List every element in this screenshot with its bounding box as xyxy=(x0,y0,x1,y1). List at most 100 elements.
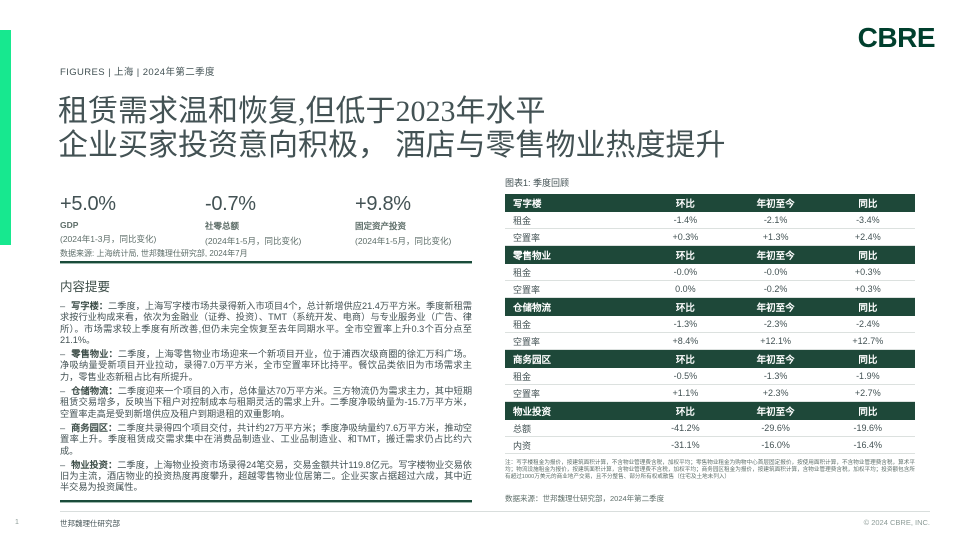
table-cell: -3.4% xyxy=(856,215,880,225)
table-cell: -1.9% xyxy=(856,371,880,381)
table-column-header: 年初至今 xyxy=(756,251,795,262)
table-row: 空置率 +0.3% +1.3% +2.4% xyxy=(505,229,915,246)
figure-note: 注：写字楼租金为报价，按建筑面积计算，不含物业管理费含税，加权平均；零售物业租金… xyxy=(505,460,915,480)
table-section-name: 商务园区 xyxy=(513,355,552,366)
kpi-value: +9.8% xyxy=(355,193,411,215)
table-section-header: 商务园区 环比 年初至今 同比 xyxy=(505,350,915,368)
kpi-source: 数据来源: 上海统计局, 世邦魏理仕研究部, 2024年7月 xyxy=(60,249,248,258)
table-row: 内资 -31.1% -16.0% -16.4% xyxy=(505,437,915,454)
table-row: 租金 -1.4% -2.1% -3.4% xyxy=(505,212,915,229)
content-summary: 内容提要 – 写字楼：二季度，上海写字楼市场共录得新入市项目4个，总计新增供应21… xyxy=(60,276,472,497)
table-section-header: 物业投资 环比 年初至今 同比 xyxy=(505,402,915,420)
table-row: 空置率 0.0% -0.2% +0.3% xyxy=(505,281,915,298)
table-section-name: 仓储物流 xyxy=(513,303,552,314)
summary-bullet: – 零售物业：二季度，上海零售物业市场迎来一个新项目开业，位于浦西次级商圈的徐汇万… xyxy=(60,349,472,383)
summary-heading: 内容提要 xyxy=(60,280,111,294)
divider-bottom xyxy=(60,500,472,502)
kpi-label: 社零总额 xyxy=(205,221,240,231)
table-cell: -16.0% xyxy=(761,440,790,450)
summary-bullet: – 写字楼：二季度，上海写字楼市场共录得新入市项目4个，总计新增供应21.4万平方… xyxy=(60,301,472,346)
summary-bullets: – 写字楼：二季度，上海写字楼市场共录得新入市项目4个，总计新增供应21.4万平方… xyxy=(60,301,472,494)
table-section: 零售物业 环比 年初至今 同比 租金 -0.0% -0.0% +0.3% 空置率 0.0% -0.2… xyxy=(505,246,915,298)
bullet-term: 物业投资： xyxy=(71,459,118,470)
page-number: 1 xyxy=(15,519,19,526)
kpi-row: +5.0% GDP (2024年1-3月，同比变化) -0.7% 社零总额 (2024年1… xyxy=(60,193,472,247)
table-cell: +2.3% xyxy=(762,388,789,398)
table-cell: -0.5% xyxy=(673,371,698,381)
table-column-header: 年初至今 xyxy=(756,199,795,210)
divider-top xyxy=(60,261,472,263)
bullet-text: 二季度迎来一个项目的入市，总体量达70万平方米。三方物流仍为需求主力，其中短期租… xyxy=(60,386,473,419)
table-cell: -2.3% xyxy=(763,319,788,329)
table-cell: -2.1% xyxy=(763,215,788,225)
table-column-header: 环比 xyxy=(675,303,695,314)
table-cell: +8.4% xyxy=(672,336,699,346)
table-column-header: 同比 xyxy=(858,407,878,418)
bullet-text: 二季度，上海写字楼市场共录得新入市项目4个，总计新增供应21.4万平方米。季度新… xyxy=(60,301,472,345)
bullet-text: 二季度，上海零售物业市场迎来一个新项目开业，位于浦西次级商圈的徐汇万科广场。净吸… xyxy=(60,349,472,382)
table-section-header: 仓储物流 环比 年初至今 同比 xyxy=(505,298,915,316)
kpi-value: +5.0% xyxy=(60,193,116,215)
table-cell: -16.4% xyxy=(853,440,883,450)
table-column-header: 环比 xyxy=(675,251,695,262)
figure-caption: 图表1: 季度回顾 xyxy=(505,178,570,188)
table-cell: -0.0% xyxy=(763,267,788,277)
kpi-value: -0.7% xyxy=(205,193,256,215)
table-section-name: 写字楼 xyxy=(513,199,542,210)
footer-copyright: © 2024 CBRE, INC. xyxy=(863,518,930,527)
table-cell: +12.1% xyxy=(760,336,791,346)
table-cell: -0.2% xyxy=(763,284,788,294)
table-cell: -1.3% xyxy=(763,371,788,381)
table-row-label: 租金 xyxy=(513,319,532,330)
table-row-label: 内资 xyxy=(513,440,532,451)
footer-department: 世邦魏理仕研究部 xyxy=(60,519,120,528)
table-column-header: 年初至今 xyxy=(756,303,795,314)
table-cell: -29.6% xyxy=(761,423,790,433)
table-row-label: 租金 xyxy=(513,371,532,382)
bullet-term: 写字楼： xyxy=(71,301,109,311)
table-row: 总额 -41.2% -29.6% -19.6% xyxy=(505,420,915,437)
bullet-term: 商务园区： xyxy=(71,422,118,433)
table-cell: -1.4% xyxy=(673,215,698,225)
kpi-stat: +9.8% 固定资产投资 (2024年1-5月，同比变化) xyxy=(355,193,472,247)
page-title-line2: 企业买家投资意向积极， 酒店与零售物业热度提升 xyxy=(58,129,726,162)
table-cell: -0.0% xyxy=(673,267,698,277)
table-section: 仓储物流 环比 年初至今 同比 租金 -1.3% -2.3% -2.4% 空置率 +8.4% +12… xyxy=(505,298,915,350)
accent-bar xyxy=(0,30,11,245)
table-section: 写字楼 环比 年初至今 同比 租金 -1.4% -2.1% -3.4% 空置率 +0.3% +1.3… xyxy=(505,194,915,246)
bullet-dash: – xyxy=(60,301,66,311)
table-section-header: 零售物业 环比 年初至今 同比 xyxy=(505,246,915,264)
table-cell: -31.1% xyxy=(671,440,700,450)
table-row-label: 空置率 xyxy=(513,388,541,399)
table-row: 租金 -1.3% -2.3% -2.4% xyxy=(505,316,915,333)
table-cell: +0.3% xyxy=(854,284,881,294)
kpi-period: (2024年1-5月，同比变化) xyxy=(205,236,302,246)
cbre-logo: CBRE xyxy=(857,22,936,53)
bullet-term: 仓储物流： xyxy=(71,386,118,397)
table-cell: +1.1% xyxy=(672,388,699,398)
figure-panel: 图表1: 季度回顾 写字楼 环比 年初至今 同比 租金 -1.4% -2.1% -3.4% 空置… xyxy=(505,176,915,504)
report-eyebrow: FIGURES | 上海 | 2024年第二季度 xyxy=(60,67,215,78)
table-column-header: 同比 xyxy=(858,303,878,314)
table-column-header: 环比 xyxy=(675,199,695,210)
table-cell: -41.2% xyxy=(671,423,700,433)
table-row-label: 总额 xyxy=(513,423,532,434)
kpi-stat: +5.0% GDP (2024年1-3月，同比变化) xyxy=(60,193,205,247)
table-section: 物业投资 环比 年初至今 同比 总额 -41.2% -29.6% -19.6% 内资 -31.1%… xyxy=(505,402,915,454)
page-title-line1: 租赁需求温和恢复,但低于2023年水平 xyxy=(58,95,546,128)
table-row-label: 租金 xyxy=(513,215,532,226)
page-title: 租赁需求温和恢复,但低于2023年水平 企业买家投资意向积极， 酒店与零售物业热… xyxy=(58,95,818,163)
table-row-label: 租金 xyxy=(513,267,532,278)
table-row: 空置率 +8.4% +12.1% +12.7% xyxy=(505,333,915,350)
table-section-header: 写字楼 环比 年初至今 同比 xyxy=(505,194,915,212)
bullet-dash: – xyxy=(60,459,66,470)
table-row-label: 空置率 xyxy=(513,284,541,295)
bullet-dash: – xyxy=(60,422,66,433)
bullet-dash: – xyxy=(60,386,66,397)
table-cell: +0.3% xyxy=(672,232,699,242)
summary-bullet: – 商务园区：二季度共录得四个项目交付，共计约27万平方米；季度净吸纳量约7.6万… xyxy=(60,423,472,457)
table-cell: -2.4% xyxy=(856,319,880,329)
bullet-text: 二季度，上海物业投资市场录得24笔交易，交易金额共计119.8亿元。写字楼物业交… xyxy=(60,459,472,493)
table-column-header: 环比 xyxy=(675,355,695,366)
table-column-header: 年初至今 xyxy=(756,355,795,366)
